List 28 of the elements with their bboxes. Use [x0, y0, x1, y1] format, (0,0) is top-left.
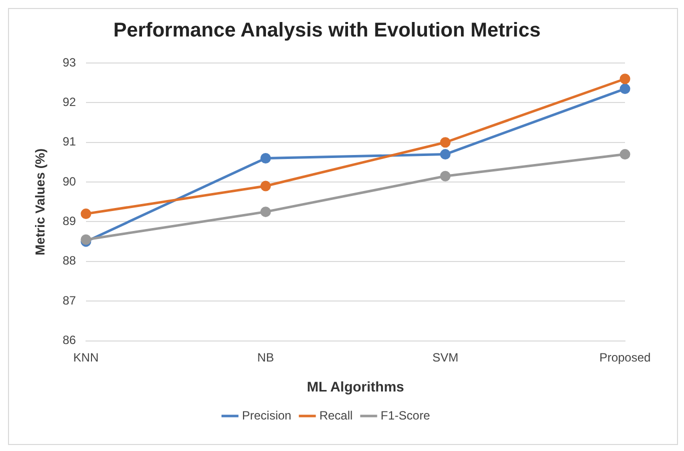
x-tick-label: KNN [73, 350, 99, 364]
point [260, 180, 271, 192]
point [620, 74, 630, 84]
legend-label: Recall [319, 408, 353, 422]
y-tick-label: 89 [62, 214, 76, 228]
legend-label: Precision [242, 408, 292, 422]
point [80, 208, 92, 220]
y-tick-label: 87 [62, 293, 76, 308]
legend-label: F1-Score [380, 408, 430, 422]
point [620, 84, 630, 94]
point [440, 137, 451, 148]
y-tick-label: 86 [62, 333, 76, 348]
y-tick-label: 90 [62, 174, 76, 188]
y-tick-label: 93 [62, 55, 76, 70]
x-tick-label: Proposed [599, 350, 651, 364]
y-axis-title: Metric Values (%) [32, 148, 48, 256]
point [260, 152, 271, 164]
point [440, 170, 451, 182]
point [260, 206, 271, 218]
chart-title: Performance Analysis with Evolution Metrics [113, 20, 541, 42]
y-tick-label: 91 [62, 134, 76, 149]
x-tick-label: NB [257, 350, 274, 364]
y-tick-label: 88 [62, 254, 76, 268]
y-tick-label: 92 [62, 95, 76, 109]
point [620, 149, 630, 160]
x-tick-label: SVM [432, 350, 458, 364]
point [440, 149, 451, 160]
x-axis-title: ML Algorithms [306, 378, 404, 394]
